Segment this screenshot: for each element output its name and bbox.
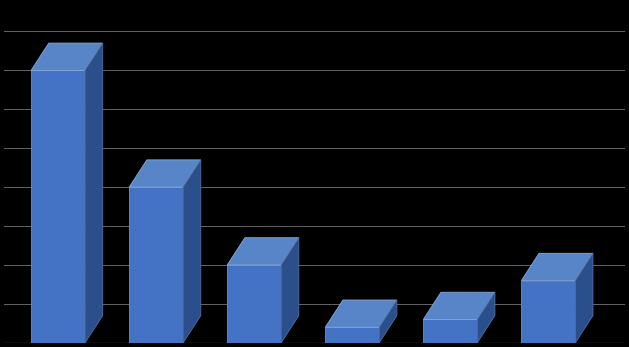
Polygon shape: [379, 300, 397, 343]
Bar: [521, 281, 576, 343]
Polygon shape: [423, 292, 495, 320]
Polygon shape: [477, 292, 495, 343]
Bar: [31, 70, 85, 343]
Bar: [423, 320, 477, 343]
Bar: [129, 187, 183, 343]
Polygon shape: [85, 43, 103, 343]
Bar: [227, 265, 281, 343]
Polygon shape: [325, 300, 397, 327]
Polygon shape: [31, 43, 103, 70]
Polygon shape: [227, 238, 299, 265]
Polygon shape: [281, 238, 299, 343]
Bar: [325, 327, 379, 343]
Polygon shape: [521, 253, 593, 281]
Polygon shape: [183, 160, 201, 343]
Polygon shape: [129, 160, 201, 187]
Polygon shape: [576, 253, 593, 343]
